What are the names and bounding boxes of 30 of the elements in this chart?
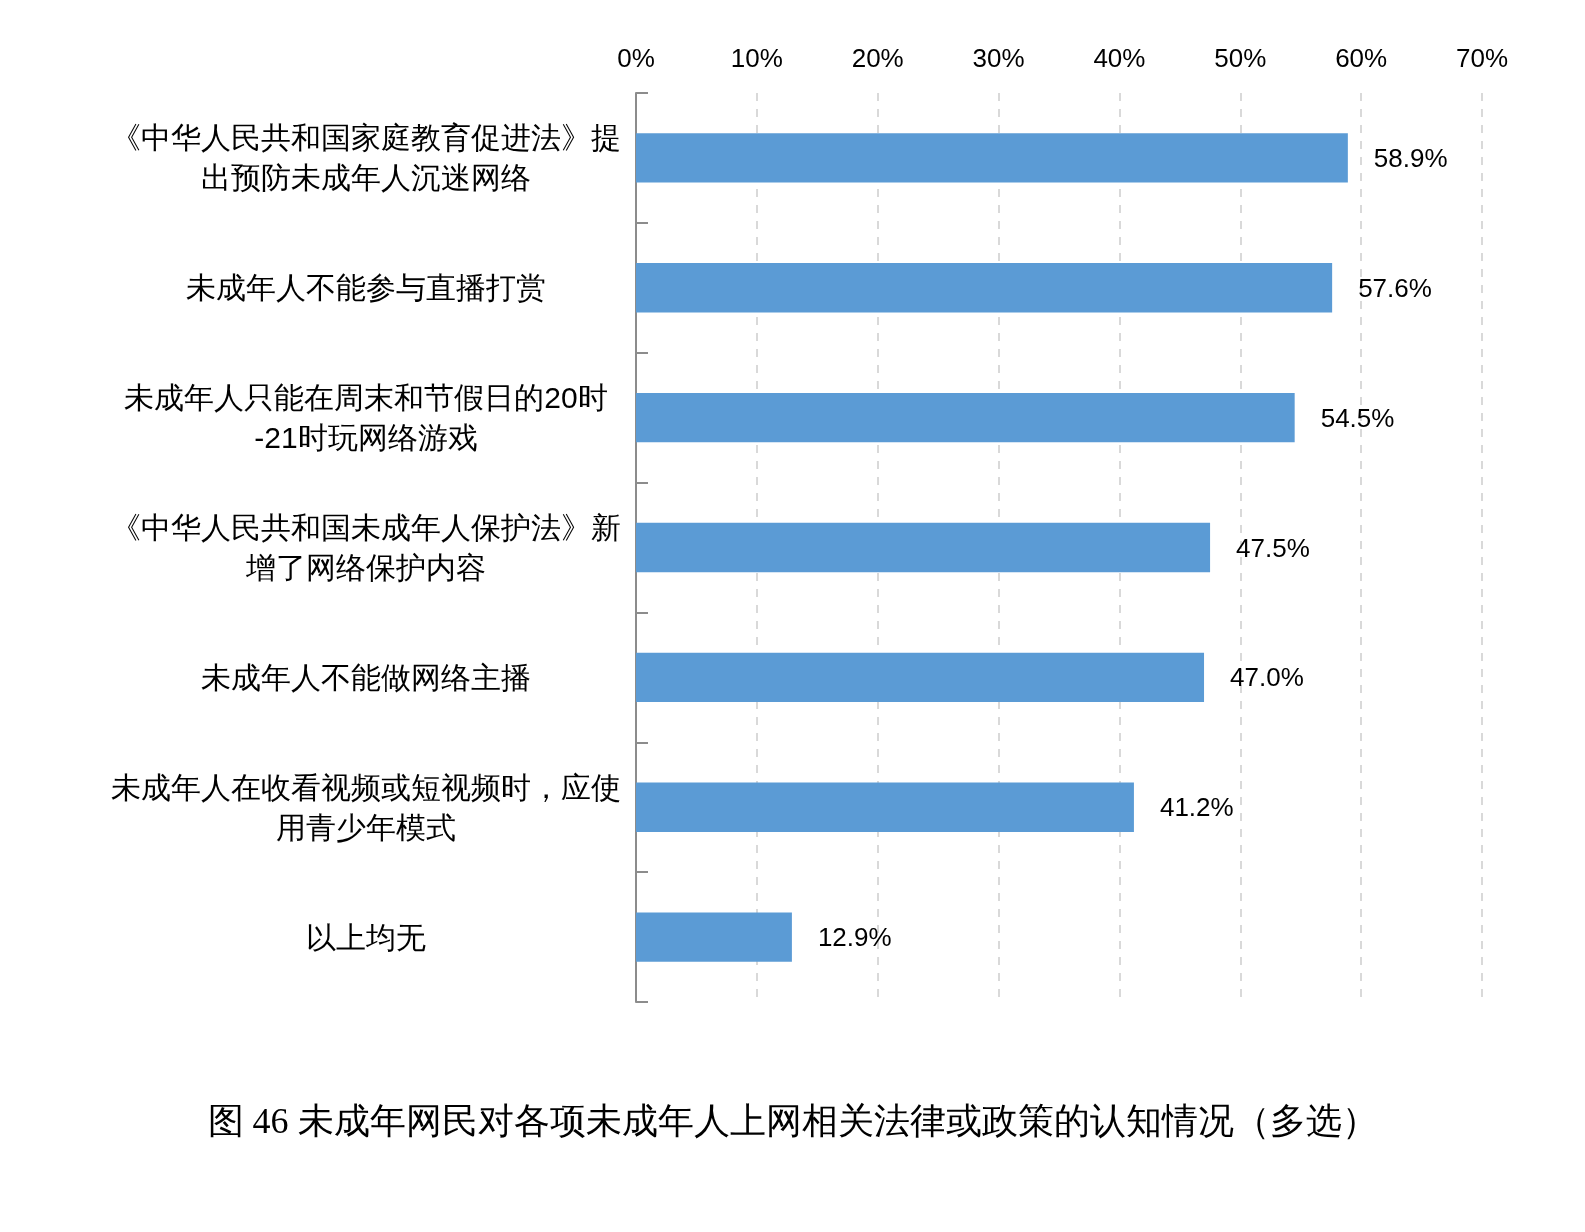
y-tick-label: 《中华人民共和国未成年人保护法》新增了网络保护内容 [111, 511, 621, 584]
y-tick-label: 未成年人在收看视频或短视频时，应使用青少年模式 [111, 770, 621, 844]
data-label: 47.5% [1236, 532, 1310, 563]
data-label: 54.5% [1320, 402, 1395, 433]
x-tick-label: 30% [972, 43, 1025, 73]
x-tick-label: 0% [617, 43, 655, 73]
data-label: 57.6% [1358, 272, 1432, 303]
data-label: 41.2% [1159, 792, 1234, 823]
x-tick-label: 10% [730, 43, 783, 73]
bar [636, 652, 1205, 703]
bar [636, 912, 792, 962]
y-tick-label: 未成年人不能参与直播打赏 [186, 271, 546, 305]
bar [636, 782, 1134, 832]
x-tick-label: 40% [1093, 43, 1146, 73]
data-label: 47.0% [1230, 662, 1304, 693]
bar [636, 392, 1295, 443]
x-tick-label: 70% [1455, 43, 1509, 73]
bar [636, 133, 1348, 183]
bar [636, 522, 1211, 573]
x-tick-label: 20% [851, 43, 904, 73]
bar [636, 263, 1333, 313]
y-tick-label: 《中华人民共和国家庭教育促进法》提出预防未成年人沉迷网络 [111, 121, 621, 195]
y-tick-label: 以上均无 [306, 920, 426, 954]
y-tick-label: 未成年人只能在周末和节假日的20时-21时玩网络游戏 [124, 381, 608, 455]
data-label: 58.9% [1373, 142, 1448, 173]
x-tick-label: 60% [1335, 43, 1388, 73]
data-label: 12.9% [817, 922, 892, 953]
text: 图 46 未成年网民对各项未成年人上网相关法律或政策的认知情况（多选） [207, 1101, 1378, 1141]
x-tick-label: 50% [1214, 43, 1267, 73]
y-tick-label: 未成年人不能做网络主播 [201, 660, 531, 694]
